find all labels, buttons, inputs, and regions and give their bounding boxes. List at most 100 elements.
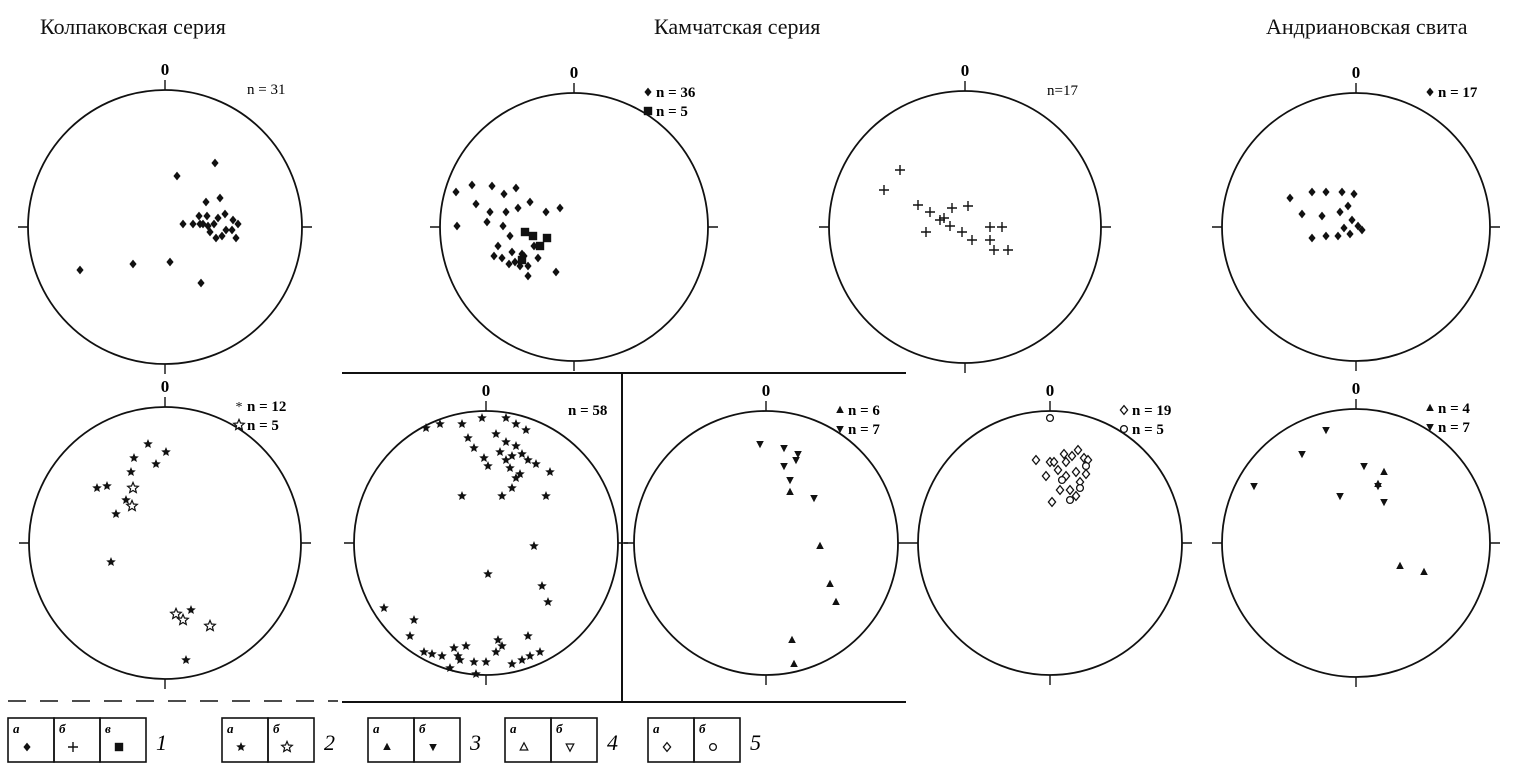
data-point	[1396, 561, 1404, 569]
stereonet-9: 0 n = 4 n = 7	[1212, 379, 1500, 687]
data-point	[1308, 233, 1316, 243]
legend-letter: б	[419, 721, 426, 736]
data-point	[534, 253, 542, 263]
stereonet-circle	[633, 410, 899, 676]
data-point	[516, 261, 524, 271]
data-point	[967, 235, 977, 245]
count-label: n = 12	[247, 399, 286, 415]
stereonet-ticks	[19, 397, 311, 689]
legend-group-1: а б в 1	[7, 717, 167, 763]
stereonet-7: 0 n = 6 n = 7	[624, 381, 908, 685]
count-symbol	[643, 106, 653, 116]
data-point	[1298, 451, 1306, 459]
data-point	[515, 469, 525, 478]
data-point	[1360, 463, 1368, 471]
data-point	[523, 631, 533, 640]
count-label: n = 5	[247, 418, 279, 434]
data-point	[1336, 207, 1344, 217]
data-point	[545, 467, 555, 476]
data-point	[181, 655, 191, 664]
data-point	[816, 541, 824, 549]
data-point	[1250, 483, 1258, 491]
data-point	[501, 413, 511, 422]
data-point	[483, 217, 491, 227]
data-point	[507, 451, 517, 460]
data-point	[556, 203, 564, 213]
legend-letter: б	[699, 721, 706, 736]
data-point	[517, 655, 527, 664]
data-point	[1003, 245, 1013, 255]
data-point	[468, 180, 476, 190]
data-point	[453, 221, 461, 231]
data-point	[488, 181, 496, 191]
data-point	[500, 189, 508, 199]
data-point	[179, 219, 187, 229]
stereonet-ticks	[908, 401, 1192, 685]
data-point	[490, 251, 498, 261]
data-point	[518, 249, 526, 259]
legend-cell: б	[413, 717, 461, 763]
count-symbol	[1119, 404, 1129, 416]
data-point	[437, 651, 447, 660]
data-point	[541, 491, 551, 500]
data-point	[102, 481, 112, 490]
data-point	[76, 265, 84, 275]
data-point	[125, 498, 139, 512]
data-point	[531, 459, 541, 468]
stereonet-ticks	[819, 81, 1111, 373]
data-point	[126, 467, 136, 476]
data-point	[1322, 187, 1330, 197]
legend-symbol	[236, 742, 246, 751]
stereonet-ticks	[1212, 399, 1500, 687]
count-label: n = 5	[1132, 422, 1164, 438]
stereonet-circle	[27, 89, 303, 365]
data-point	[506, 231, 514, 241]
legend-number: 3	[469, 730, 481, 755]
data-point	[121, 495, 131, 504]
data-point	[457, 491, 467, 500]
data-point	[211, 158, 219, 168]
data-point	[780, 463, 788, 471]
legend-cell: в	[99, 717, 147, 763]
stereonet-ticks	[624, 401, 908, 685]
data-point	[129, 259, 137, 269]
data-point	[945, 221, 955, 231]
stereonet-1: 0 n = 31	[18, 60, 312, 374]
data-point	[913, 200, 923, 210]
data-point	[1053, 464, 1063, 476]
data-point	[957, 227, 967, 237]
north-label: 0	[161, 377, 170, 396]
legend-symbol	[662, 741, 672, 753]
legend-letter: б	[273, 721, 280, 736]
north-label: 0	[762, 381, 771, 400]
legend-symbol	[68, 742, 78, 752]
data-point	[212, 233, 220, 243]
count-symbol	[1426, 424, 1434, 432]
data-point	[469, 443, 479, 452]
data-point	[1065, 495, 1075, 505]
north-label: 0	[1046, 381, 1055, 400]
data-point	[505, 259, 513, 269]
data-point	[535, 241, 545, 251]
data-point	[832, 597, 840, 605]
legend-number: 1	[156, 730, 167, 755]
data-point	[1286, 193, 1294, 203]
count-symbol	[644, 87, 652, 97]
data-point	[497, 491, 507, 500]
legend-cell: а	[367, 717, 415, 763]
data-point	[498, 253, 506, 263]
data-point	[1041, 470, 1051, 482]
count-label: n = 58	[568, 403, 607, 419]
data-point	[542, 207, 550, 217]
data-point	[218, 231, 226, 241]
legend-cell: а	[221, 717, 269, 763]
count-label: n=17	[1047, 83, 1078, 99]
data-point	[1380, 499, 1388, 507]
data-point	[790, 659, 798, 667]
data-point	[517, 255, 527, 265]
legend-number: 5	[750, 730, 761, 755]
data-point	[106, 557, 116, 566]
legend-cell: б	[267, 717, 315, 763]
legend-group-2: а б 2	[221, 717, 335, 763]
